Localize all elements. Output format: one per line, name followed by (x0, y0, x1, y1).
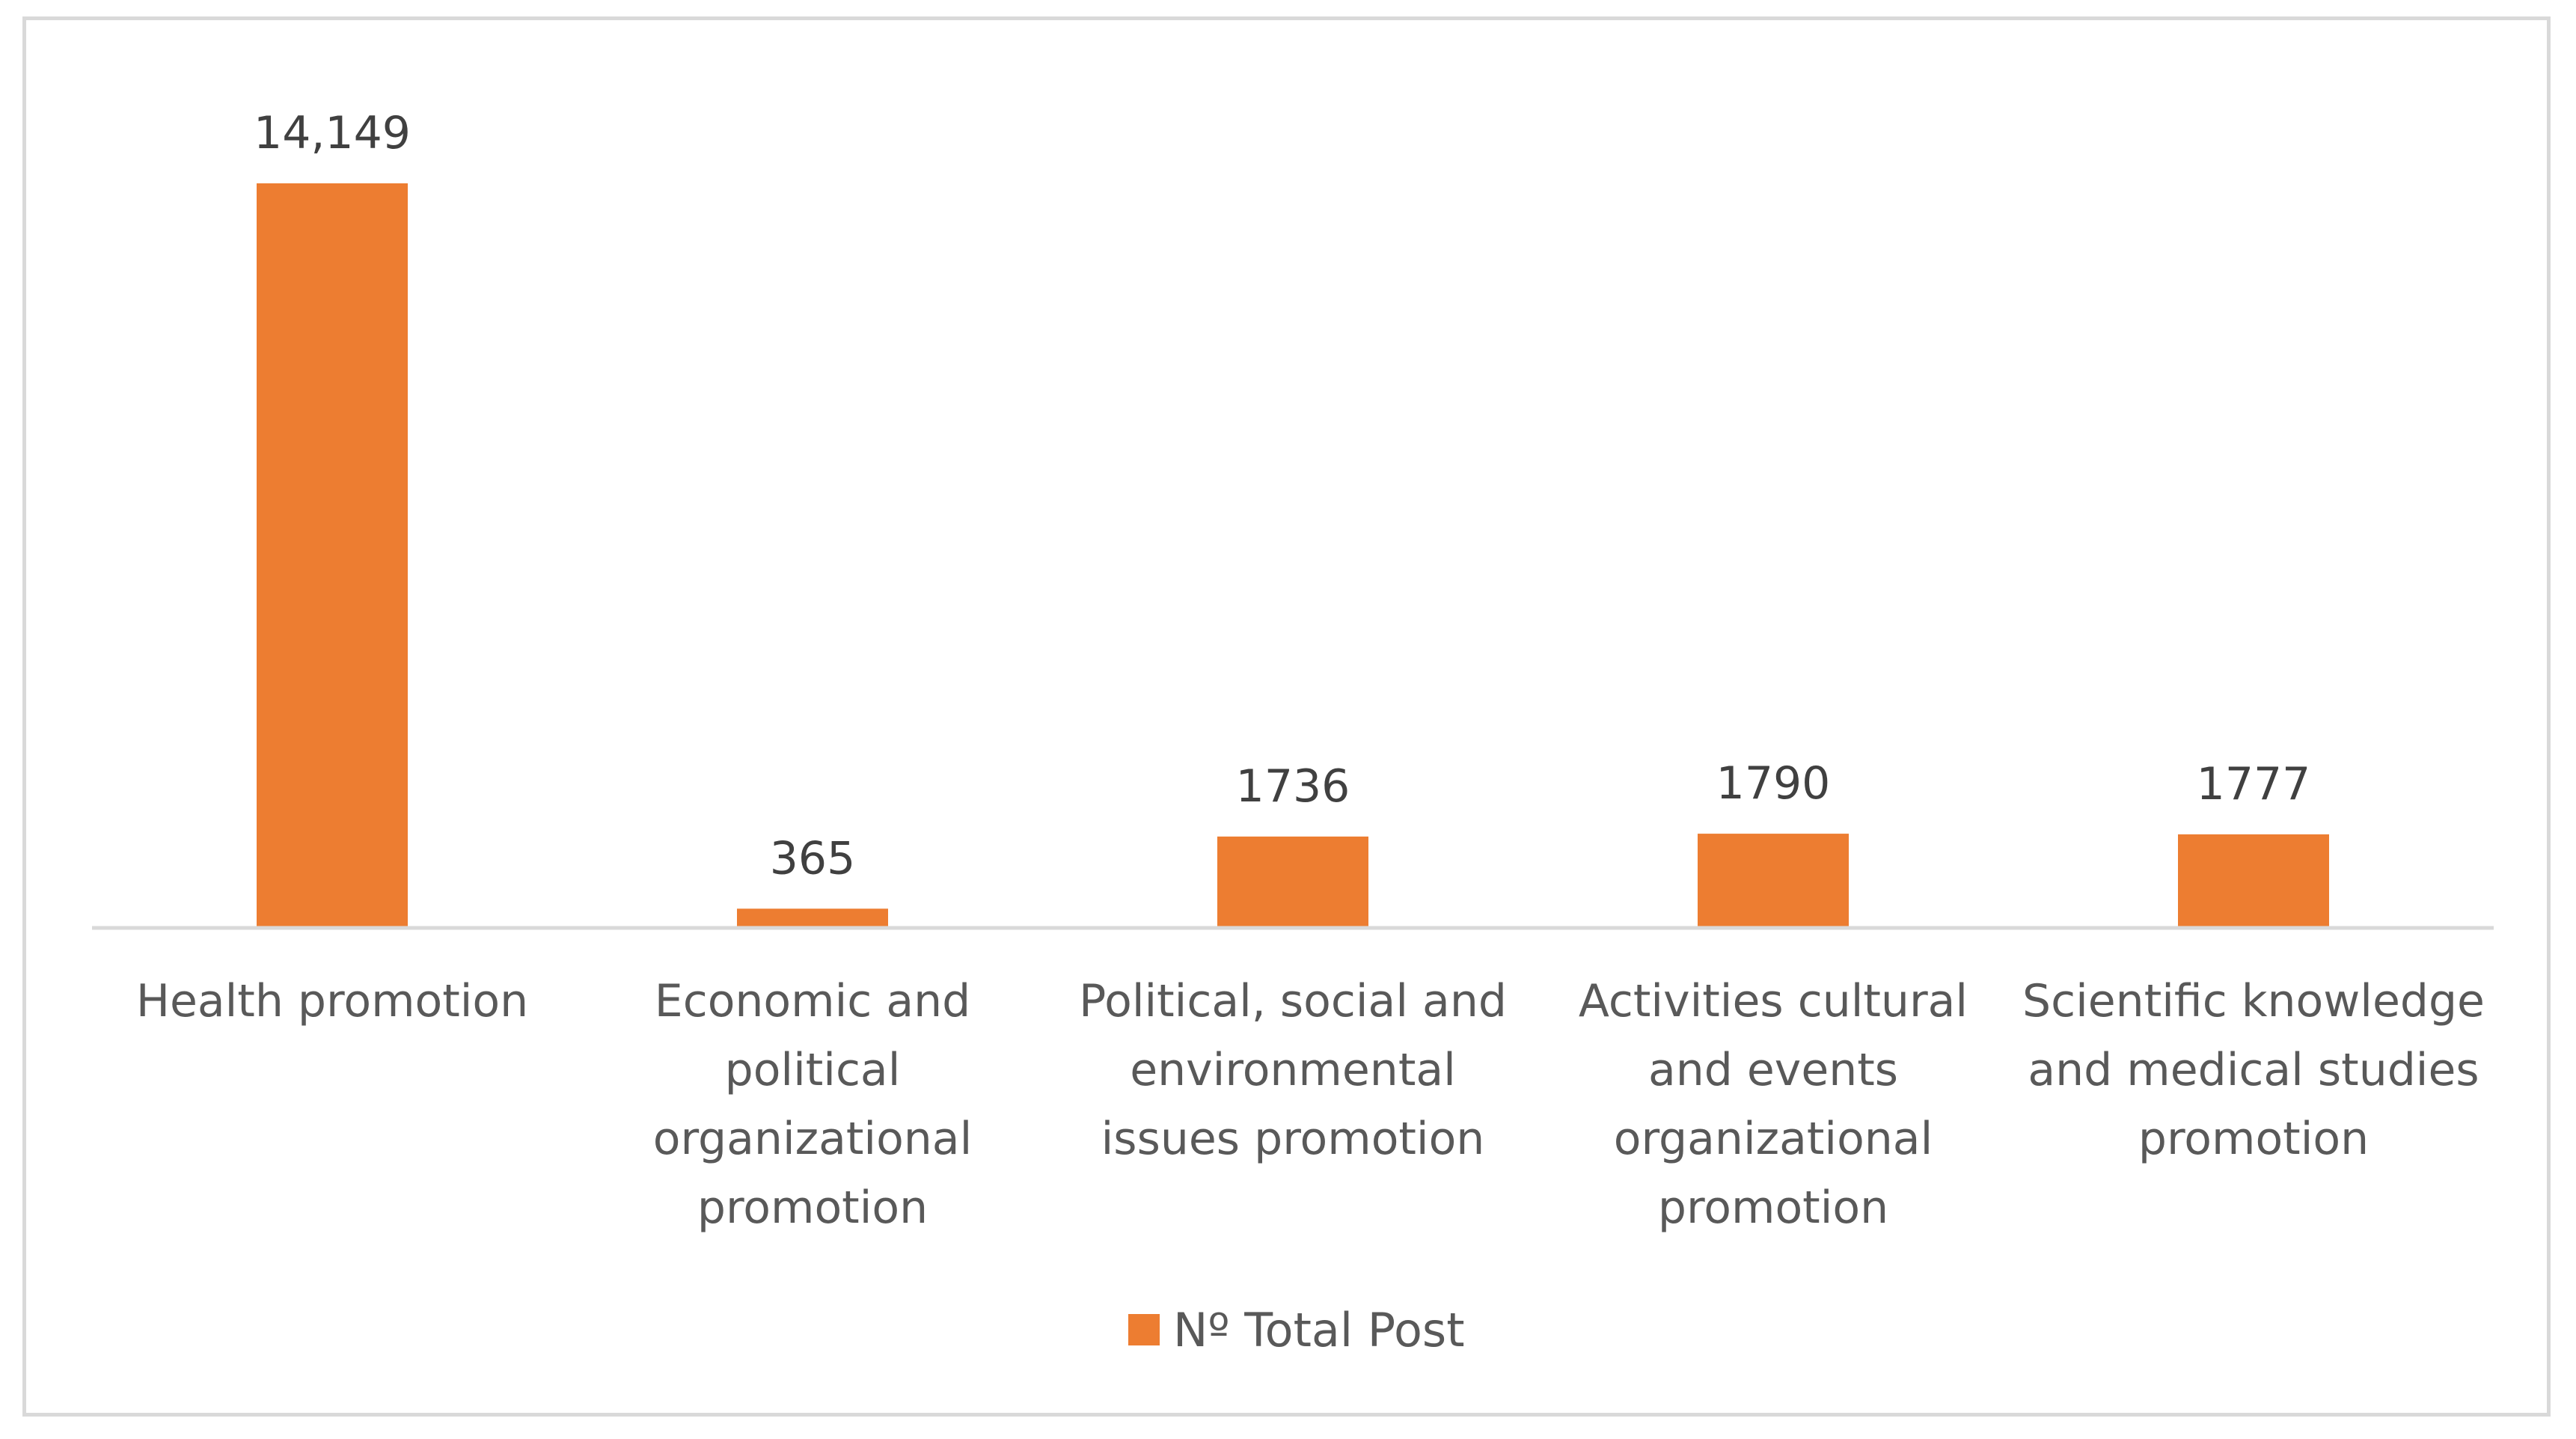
legend[interactable]: Nº Total Post (1128, 1303, 1465, 1357)
bar-2[interactable] (737, 908, 888, 928)
category-label-line: and medical studies (2028, 1044, 2479, 1096)
bar-1[interactable] (257, 183, 408, 928)
category-label-line: political (725, 1044, 901, 1096)
category-label-line: promotion (697, 1182, 928, 1234)
category-label-line: promotion (1658, 1182, 1888, 1234)
category-label-line: and events (1648, 1044, 1898, 1096)
data-label-5: 1777 (2197, 758, 2311, 810)
category-label-4: Activities cultural and events organizatio… (1579, 975, 1968, 1234)
category-label-2: Economic and political organizational promo… (653, 975, 973, 1234)
category-label-line: Political, social and (1079, 975, 1507, 1027)
data-label-2: 365 (770, 832, 856, 885)
data-label-1: 14,149 (254, 107, 411, 159)
category-label-3: Political, social and environmental issues… (1079, 975, 1507, 1165)
bar-5[interactable] (2178, 834, 2329, 928)
category-label-line: Activities cultural (1579, 975, 1968, 1027)
bar-4[interactable] (1698, 834, 1849, 928)
category-label-5: Scientific knowledge and medical studies p… (2022, 975, 2485, 1165)
category-label-line: Health promotion (136, 975, 528, 1027)
category-label-line: organizational (1614, 1113, 1933, 1165)
legend-label: Nº Total Post (1173, 1303, 1465, 1357)
legend-swatch (1128, 1314, 1160, 1345)
category-labels-layer: Health promotion Economic and political org… (136, 975, 2485, 1234)
category-label-line: promotion (2138, 1113, 2369, 1165)
value-labels-layer: 14,149 365 1736 1790 1777 (254, 107, 2310, 885)
chart-frame (22, 16, 2551, 1417)
category-label-line: Economic and (655, 975, 970, 1027)
bar-3[interactable] (1217, 836, 1368, 928)
data-label-3: 1736 (1236, 760, 1350, 813)
category-label-line: Scientific knowledge (2022, 975, 2485, 1027)
category-label-line: environmental (1130, 1044, 1456, 1096)
bars-layer (257, 183, 2329, 928)
category-label-1: Health promotion (136, 975, 528, 1027)
data-label-4: 1790 (1716, 757, 1831, 810)
category-label-line: issues promotion (1101, 1113, 1485, 1165)
category-label-line: organizational (653, 1113, 973, 1165)
